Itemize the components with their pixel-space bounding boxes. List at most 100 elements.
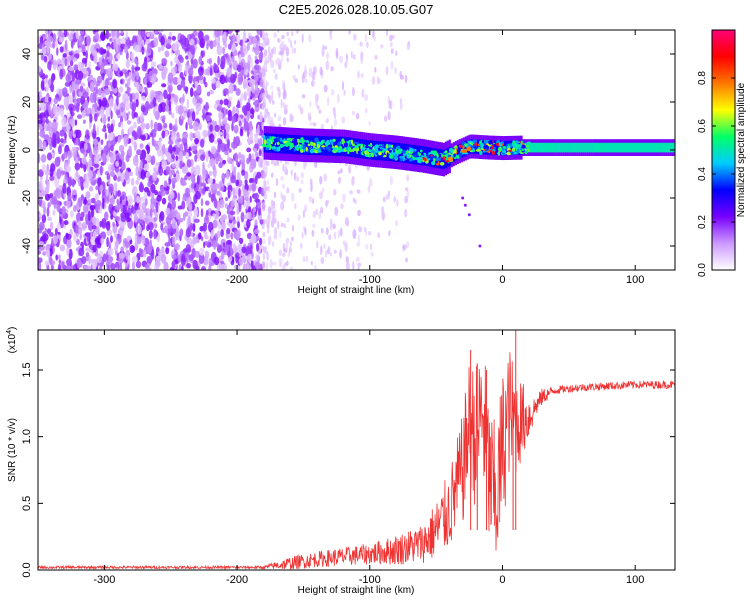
noise-blob: [153, 167, 157, 173]
signal-blob: [448, 148, 454, 153]
signal-blob: [392, 152, 396, 156]
noise-blob: [97, 88, 102, 96]
noise-blob: [165, 166, 171, 175]
noise-blob: [301, 231, 304, 239]
noise-blob: [189, 38, 195, 46]
noise-blob: [75, 30, 79, 40]
noise-blob: [241, 155, 246, 166]
noise-blob: [156, 122, 163, 132]
noise-blob: [404, 195, 409, 204]
noise-blob: [102, 253, 107, 263]
noise-blob: [312, 122, 317, 127]
signal-blob: [406, 153, 410, 157]
noise-blob: [343, 89, 346, 96]
noise-blob: [296, 176, 300, 183]
noise-blob: [85, 191, 91, 199]
noise-blob: [320, 257, 325, 264]
noise-blob: [41, 116, 45, 127]
noise-blob: [240, 93, 245, 102]
snr-multiplier-base: (x10: [7, 333, 18, 353]
noise-blob: [176, 84, 182, 91]
signal-blob: [284, 142, 290, 147]
noise-blob: [222, 46, 226, 55]
noise-blob: [80, 211, 85, 218]
noise-blob: [254, 64, 260, 71]
noise-blob: [46, 265, 50, 270]
noise-blob: [94, 237, 100, 245]
signal-blob: [490, 149, 493, 153]
signal-band-cell: [544, 142, 547, 153]
noise-blob: [61, 261, 65, 268]
y-tick-label: -20: [21, 190, 33, 206]
signal-blob: [309, 141, 314, 146]
noise-blob: [280, 222, 284, 228]
noise-blob: [188, 239, 192, 245]
noise-blob: [47, 202, 51, 208]
noise-blob: [262, 92, 266, 99]
noise-blob: [209, 157, 216, 168]
signal-blob: [314, 137, 319, 143]
noise-blob: [129, 239, 133, 245]
noise-blob: [125, 252, 129, 260]
noise-blob: [238, 257, 244, 266]
noise-blob: [341, 193, 346, 203]
noise-blob: [42, 49, 47, 55]
noise-blob: [121, 68, 128, 74]
signal-blob: [294, 146, 299, 149]
noise-blob: [172, 76, 179, 85]
noise-blob: [214, 124, 220, 132]
noise-blob: [51, 121, 58, 129]
signal-blob: [389, 149, 392, 153]
noise-blob: [338, 55, 343, 64]
noise-blob: [89, 113, 93, 123]
noise-blob: [167, 232, 171, 239]
noise-blob: [262, 43, 266, 49]
noise-blob: [286, 187, 290, 194]
noise-blob: [90, 258, 95, 264]
noise-blob: [338, 176, 341, 184]
noise-blob: [172, 146, 176, 152]
noise-blob: [175, 224, 179, 233]
noise-blob: [346, 57, 349, 65]
noise-blob: [44, 169, 51, 176]
noise-blob: [101, 190, 106, 196]
noise-blob: [340, 203, 344, 210]
signal-band-cell: [554, 142, 557, 153]
noise-blob: [121, 37, 127, 45]
noise-blob: [144, 198, 148, 207]
signal-blob: [512, 143, 516, 147]
noise-blob: [327, 245, 331, 255]
noise-blob: [372, 30, 375, 39]
noise-blob: [243, 91, 247, 101]
noise-blob: [324, 249, 328, 259]
noise-blob: [261, 121, 265, 131]
noise-blob: [405, 257, 408, 263]
noise-blob: [114, 215, 121, 222]
noise-blob: [110, 171, 115, 178]
noise-blob: [251, 85, 255, 94]
noise-blob: [126, 78, 131, 86]
noise-blob: [281, 183, 286, 189]
signal-blob: [426, 158, 431, 161]
noise-blob: [134, 44, 140, 53]
noise-blob: [214, 72, 219, 77]
noise-blob: [107, 133, 114, 141]
noise-blob: [145, 123, 150, 130]
noise-blob: [222, 159, 227, 165]
noise-blob: [215, 156, 219, 165]
signal-blob: [290, 148, 295, 152]
noise-blob: [50, 74, 55, 85]
noise-blob: [212, 219, 218, 229]
signal-band-cell: [564, 142, 567, 153]
noise-blob: [308, 67, 313, 78]
noise-blob: [104, 88, 110, 95]
noise-blob: [162, 143, 166, 155]
noise-blob: [165, 247, 170, 255]
noise-blob: [120, 246, 124, 253]
noise-blob: [96, 80, 101, 87]
signal-blob: [368, 144, 373, 147]
noise-blob: [294, 171, 297, 182]
noise-blob: [318, 109, 322, 114]
noise-blob: [41, 73, 46, 80]
noise-blob: [253, 207, 257, 213]
